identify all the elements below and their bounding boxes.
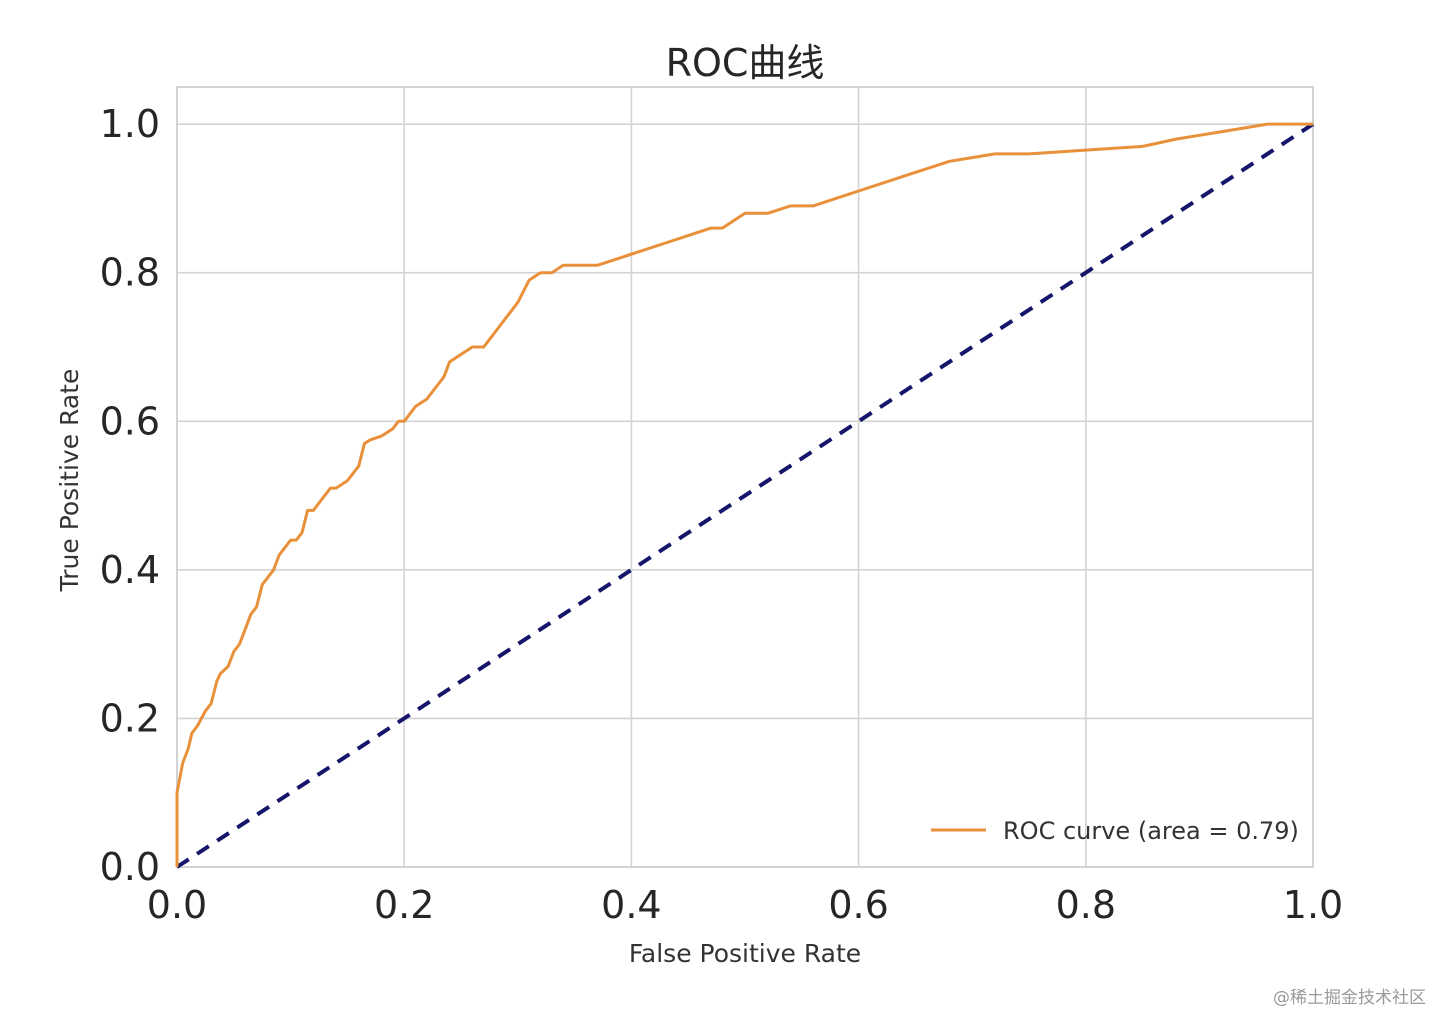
- chance-diagonal-line: [175, 122, 1315, 869]
- x-tick-label: 0.8: [1056, 883, 1116, 927]
- y-axis-label: True Positive Rate: [55, 369, 84, 593]
- y-tick-label: 1.0: [100, 102, 160, 146]
- y-tick-label: 0.8: [100, 251, 160, 295]
- x-tick-label: 0.4: [601, 883, 661, 927]
- series-lines: [175, 122, 1315, 869]
- y-tick-label: 0.6: [100, 399, 160, 443]
- grid-lines: [176, 87, 1314, 868]
- chart-title: ROC曲线: [666, 41, 825, 85]
- legend-label-roc-curve: ROC curve (area = 0.79): [1003, 817, 1299, 845]
- x-axis-label: False Positive Rate: [629, 939, 861, 968]
- y-tick-label: 0.4: [100, 548, 160, 592]
- roc-curve-line: [175, 122, 1313, 867]
- watermark: @稀土掘金技术社区: [1273, 988, 1426, 1008]
- y-tick-label: 0.0: [100, 845, 160, 889]
- x-tick-label: 0.0: [147, 883, 207, 927]
- x-tick-label: 1.0: [1283, 883, 1343, 927]
- legend: ROC curve (area = 0.79): [931, 817, 1299, 845]
- x-tick-labels: 0.0 0.2 0.4 0.6 0.8 1.0: [147, 883, 1343, 927]
- x-tick-label: 0.2: [374, 883, 434, 927]
- x-tick-label: 0.6: [828, 883, 888, 927]
- plot-area: [176, 86, 1314, 868]
- y-tick-labels: 0.0 0.2 0.4 0.6 0.8 1.0: [100, 102, 160, 889]
- y-tick-label: 0.2: [100, 696, 160, 740]
